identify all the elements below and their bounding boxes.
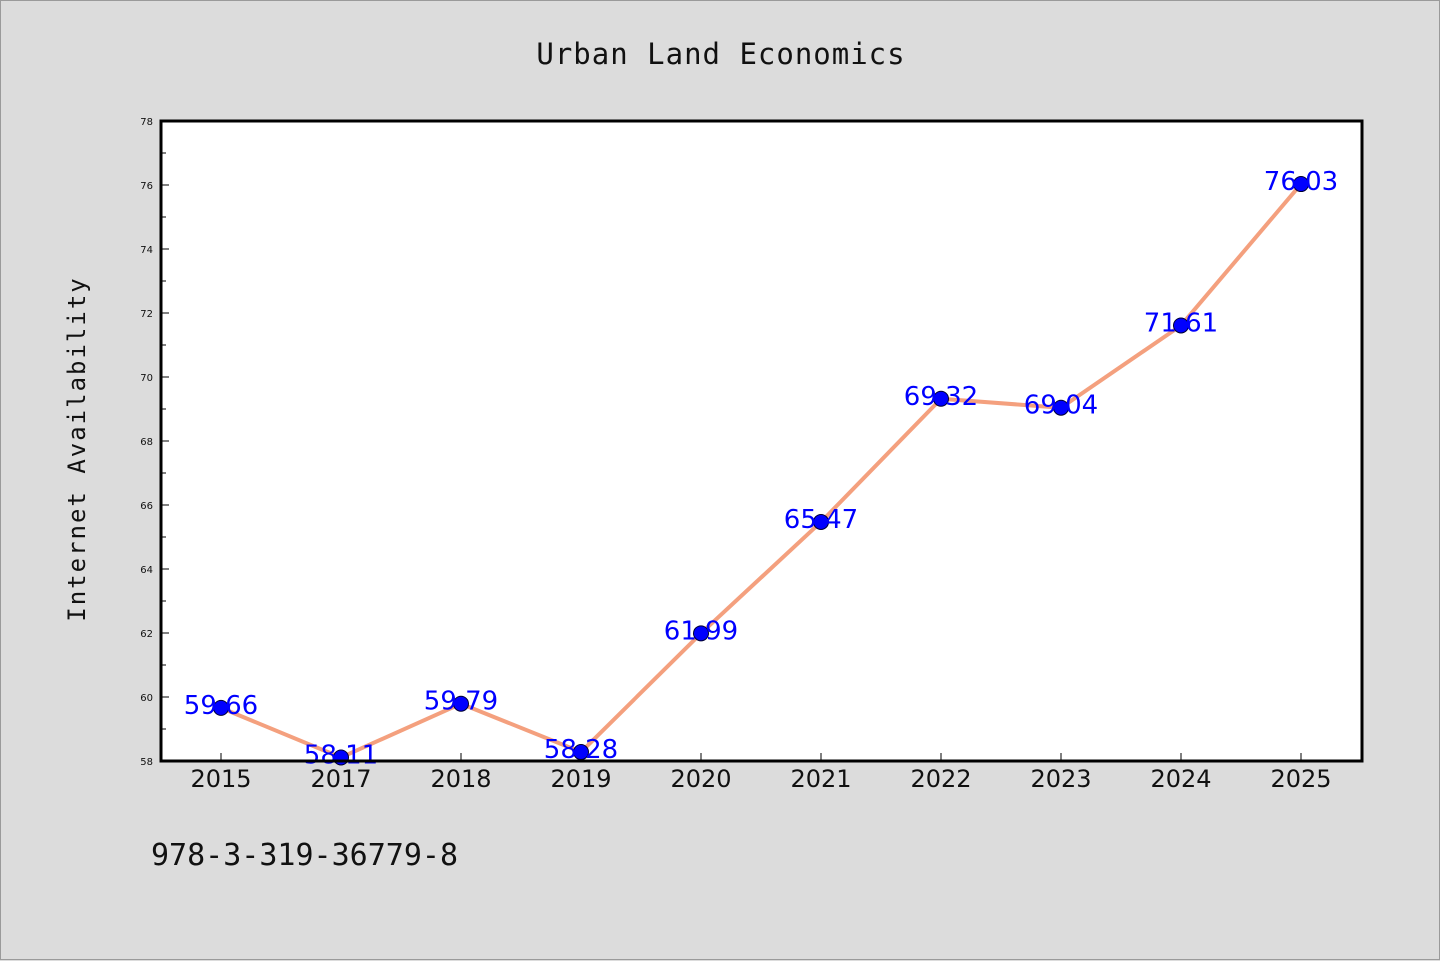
footer-isbn: 978-3-319-36779-8 [151,838,458,873]
data-label-2022: 69.32 [904,382,978,412]
y-tick-label: 60 [140,693,153,704]
data-label-2020: 61.99 [664,616,738,646]
data-label-2021: 65.47 [784,505,858,535]
data-point-2023 [1053,399,1069,416]
data-label-2017: 58.11 [304,740,378,770]
y-tick-label: 74 [140,245,153,256]
data-label-2015: 59.66 [184,691,258,721]
data-point-2025 [1293,176,1309,193]
y-tick-label: 72 [140,309,153,320]
x-tick-label: 2021 [790,765,851,793]
x-tick-label: 2023 [1030,765,1091,793]
x-tick-label: 2018 [430,765,491,793]
data-label-2024: 71.61 [1144,308,1218,338]
y-axis-ticks: 58 60 62 64 66 68 70 72 74 76 78 [140,117,169,768]
data-label-2018: 59.79 [424,687,498,717]
y-tick-label: 76 [140,181,153,192]
plot-border [159,119,1364,763]
y-tick-label: 70 [140,373,153,384]
x-tick-label: 2017 [310,765,371,793]
x-tick-label: 2024 [1150,765,1211,793]
data-label-2025: 76.03 [1264,167,1338,197]
y-tick-label: 58 [140,757,153,768]
data-point-2024 [1173,317,1189,334]
x-axis-ticks: 2015 2017 2018 2019 2020 2021 2022 2023 2024 2025 [190,753,1332,793]
y-tick-label: 78 [140,117,153,128]
x-tick-label: 2015 [190,765,251,793]
data-point-2015 [213,699,229,716]
data-point-2018 [453,695,469,712]
data-point-2021 [813,513,829,530]
series-line [219,182,1303,760]
y-tick-label: 66 [140,501,153,512]
x-tick-label: 2025 [1270,765,1331,793]
x-tick-label: 2019 [550,765,611,793]
x-tick-label: 2020 [670,765,731,793]
y-tick-label: 64 [140,565,153,576]
chart-title: Urban Land Economics [536,37,905,71]
y-axis-label: Internet Availability [63,276,91,621]
data-label-2023: 69.04 [1024,391,1098,421]
plot-area [161,121,1362,761]
x-tick-label: 2022 [910,765,971,793]
y-tick-label: 62 [140,629,153,640]
data-point-2020 [693,625,709,642]
y-tick-label: 68 [140,437,153,448]
data-point-2022 [933,390,949,407]
